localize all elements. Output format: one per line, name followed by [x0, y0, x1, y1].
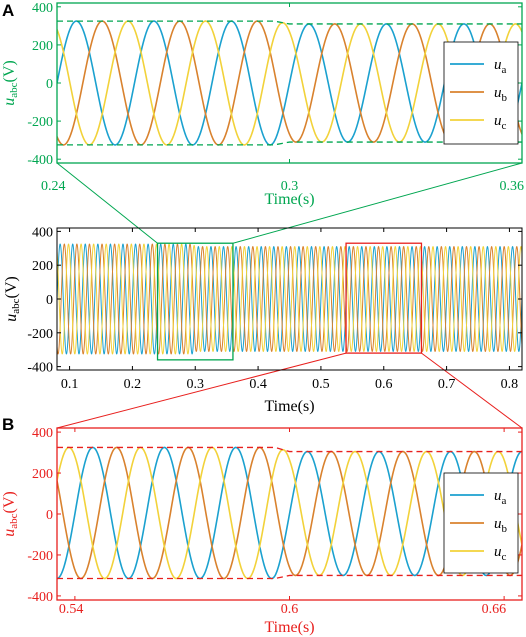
panel-a-x-axis-label: Time(s) — [264, 191, 314, 208]
x-tick-label: 0.36 — [500, 179, 525, 194]
panel-main-y-axis-label: uabc(V) — [3, 276, 22, 321]
y-tick-label: -400 — [27, 361, 53, 376]
connector-line-b-left — [56, 352, 347, 429]
panel-b-y-label-main: u — [1, 529, 18, 537]
x-tick-label: 0.24 — [41, 179, 66, 194]
panel-main-zoom-rectangles — [156, 242, 423, 361]
panel-b-x-axis-label: Time(s) — [264, 619, 314, 636]
y-tick-label: 200 — [32, 467, 53, 482]
series-line-ub — [57, 243, 522, 355]
series-line-ua — [57, 243, 522, 355]
panel-a-legend: ua ub uc — [443, 41, 519, 145]
panel-b-y-axis-label: uabc(V) — [1, 491, 20, 536]
x-tick-label: 0.7 — [438, 377, 456, 392]
panel-main-y-label-unit: (V) — [3, 276, 20, 298]
y-tick-label: 200 — [32, 39, 53, 54]
envelope-upper-line — [57, 20, 522, 25]
envelope-upper-line — [57, 446, 522, 453]
x-tick-label: 0.6 — [375, 377, 393, 392]
series-line-uc — [57, 243, 522, 355]
panel-main-y-ticks: -400 -200 0 200 400 — [27, 225, 522, 376]
legend-label-ub: ub — [494, 85, 508, 104]
panel-a-y-axis-label: uabc(V) — [1, 60, 20, 105]
panel-b-y-label-unit: (V) — [1, 491, 18, 513]
x-tick-label: 0.4 — [249, 377, 267, 392]
panel-main: -400 -200 0 200 400 0.1 0.2 0.3 0.4 0.5 0.6 0.7 0.8… — [3, 225, 523, 415]
panel-b-y-label-sub: abc — [8, 513, 20, 528]
x-tick-label: 0.8 — [501, 377, 519, 392]
zoom-region-b — [345, 242, 423, 354]
legend-box — [443, 41, 519, 145]
y-tick-label: -200 — [27, 549, 53, 564]
panel-m-series — [57, 243, 522, 355]
legend-label-uc: uc — [494, 113, 507, 132]
connector-line-a-right — [232, 162, 523, 244]
series-line-ua — [57, 446, 522, 580]
legend-label-ua: ua — [494, 57, 507, 76]
panel-a-y-label-unit: (V) — [1, 60, 18, 82]
connector-line-a-left — [56, 162, 158, 244]
y-tick-label: -200 — [27, 327, 53, 342]
panel-a-y-ticks: -400 -200 0 200 400 — [27, 1, 522, 168]
panel-b-y-ticks: -400 -200 0 200 400 — [27, 426, 522, 605]
panel-main-plot-area — [56, 227, 523, 371]
panel-a-y-label-main: u — [1, 98, 18, 106]
x-tick-label: 0.6 — [281, 602, 299, 617]
y-tick-label: -200 — [27, 115, 53, 130]
panel-b-legend: ua ub uc — [443, 472, 519, 574]
connector-line-b-right — [421, 352, 523, 429]
y-tick-label: 400 — [32, 1, 53, 16]
x-tick-label: 0.1 — [61, 377, 79, 392]
envelope-lower-line — [57, 574, 522, 580]
x-tick-label: 0.5 — [312, 377, 330, 392]
series-line-uc — [57, 20, 522, 146]
y-tick-label: 0 — [46, 508, 53, 523]
panel-main-x-axis-label: Time(s) — [264, 398, 314, 415]
legend-label-ua: ua — [494, 488, 507, 507]
panel-a-y-label-sub: abc — [8, 82, 20, 97]
panel-main-y-label-main: u — [3, 314, 20, 322]
y-tick-label: 0 — [46, 293, 53, 308]
panel-a: A -400 -200 0 200 400 0.24 0.3 0.36 uabc(V) Ti… — [1, 1, 524, 208]
x-tick-label: 0.2 — [124, 377, 142, 392]
x-tick-label: 0.3 — [186, 377, 204, 392]
panel-main-x-ticks: 0.1 0.2 0.3 0.4 0.5 0.6 0.7 0.8 — [61, 228, 518, 392]
panel-b-x-ticks: 0.54 0.6 0.66 — [59, 428, 506, 617]
envelope-lower-line — [57, 141, 522, 146]
panel-letter-a: A — [2, 1, 14, 20]
panel-b: B -400 -200 0 200 400 0.54 0.6 0.66 uabc(V) Ti… — [1, 415, 523, 636]
panel-a-x-ticks: 0.24 0.3 0.36 — [41, 3, 524, 194]
legend-label-uc: uc — [494, 544, 507, 563]
panel-main-y-label-sub: abc — [10, 298, 22, 313]
y-tick-label: -400 — [27, 153, 53, 168]
zoom-region-a — [156, 242, 234, 361]
zoom-connectors — [56, 162, 523, 429]
legend-label-ub: ub — [494, 516, 508, 535]
x-tick-label: 0.54 — [59, 602, 83, 617]
y-tick-label: 0 — [46, 77, 53, 92]
y-tick-label: 200 — [32, 259, 53, 274]
y-tick-label: -400 — [27, 590, 53, 605]
y-tick-label: 400 — [32, 426, 53, 441]
panel-letter-b: B — [2, 415, 14, 434]
y-tick-label: 400 — [32, 225, 53, 240]
x-tick-label: 0.66 — [482, 602, 507, 617]
x-tick-label: 0.3 — [281, 179, 299, 194]
